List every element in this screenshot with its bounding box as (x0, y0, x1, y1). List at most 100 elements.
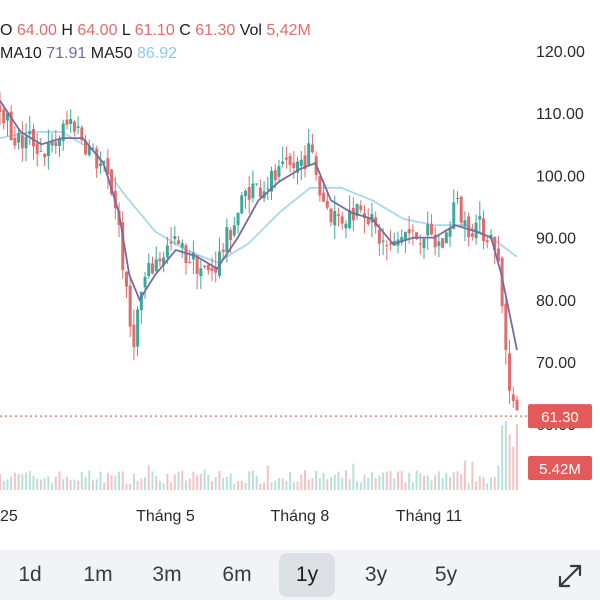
candle-body (270, 170, 274, 192)
volume-bar (493, 476, 496, 490)
candle-body (154, 259, 158, 271)
volume-bar (84, 476, 87, 490)
range-3y-button[interactable]: 3y (364, 563, 388, 586)
candle-body (0, 105, 2, 112)
x-tick-label: Tháng 11 (396, 508, 463, 525)
candle-body (169, 241, 173, 244)
volume-bar (21, 474, 24, 490)
volume-bar (6, 479, 9, 490)
range-5y-button[interactable]: 5y (434, 563, 458, 586)
x-tick-label: 25 (0, 508, 18, 525)
price-chart[interactable]: 120.00110.00100.0090.0080.0070.0060.0061… (0, 0, 600, 550)
candle-body (87, 146, 91, 156)
y-tick-label: 110.00 (536, 106, 584, 123)
candle-body (158, 258, 162, 262)
candle-body (106, 158, 110, 175)
candle-body (24, 136, 28, 149)
expand-icon[interactable] (556, 562, 584, 590)
candle-body (336, 214, 340, 216)
candle-body (266, 188, 270, 190)
candle-body (348, 210, 352, 229)
candle-body (102, 161, 106, 163)
volume-bar (512, 446, 515, 490)
volume-bar (196, 475, 199, 490)
candle-body (299, 159, 303, 166)
ma10-value: 71.91 (46, 45, 87, 62)
volume-bar (110, 475, 113, 490)
range-1d-button[interactable]: 1d (18, 563, 42, 586)
volume-bar (411, 482, 414, 490)
volume-bar (2, 481, 5, 490)
candle-body (232, 225, 236, 236)
candle-body (210, 267, 214, 272)
range-selector: 1d 1m 3m 6m 1y 3y 5y (0, 550, 600, 600)
candle-body (385, 245, 389, 247)
volume-bar (333, 474, 336, 490)
volume-value: 5,42M (266, 22, 311, 39)
candle-body (188, 261, 192, 264)
candle-body (9, 111, 13, 141)
volume-bar (155, 476, 158, 490)
candle-body (504, 303, 508, 350)
candle-body (61, 123, 65, 142)
volume-bar (140, 478, 143, 490)
candle-body (136, 309, 140, 347)
candle-body (28, 131, 32, 135)
volume-bar (270, 482, 273, 490)
volume-bar (471, 461, 474, 490)
range-1y-button[interactable]: 1y (279, 553, 335, 597)
candle-body (69, 118, 73, 124)
volume-bar (385, 471, 388, 490)
volume-bar (441, 478, 444, 490)
y-tick-label: 80.00 (536, 293, 576, 310)
volume-bar (408, 472, 411, 490)
candle-body (203, 265, 207, 268)
volume-bar (162, 483, 165, 490)
high-label: H (61, 22, 73, 39)
volume-bar (497, 465, 500, 490)
ma50-label: MA50 (90, 45, 133, 62)
candle-body (247, 187, 251, 200)
range-6m-button[interactable]: 6m (222, 563, 252, 586)
volume-bar (303, 470, 306, 490)
candle-body (35, 143, 39, 154)
volume-bar (359, 482, 362, 490)
candle-body (229, 230, 233, 240)
volume-bar (248, 471, 251, 490)
volume-bar (199, 473, 202, 490)
candle-body (482, 218, 486, 242)
range-1m-button[interactable]: 1m (83, 563, 113, 586)
volume-bar (430, 480, 433, 490)
candle-body (429, 223, 433, 235)
candle-body (508, 353, 512, 391)
candle-body (173, 236, 177, 240)
volume-bar (229, 473, 232, 490)
high-value: 64.00 (77, 22, 118, 39)
y-tick-label: 90.00 (536, 231, 576, 248)
volume-bar (121, 471, 124, 490)
volume-bar (341, 477, 344, 490)
candle-body (448, 228, 452, 237)
candle-body (318, 176, 322, 196)
volume-bar (95, 479, 98, 490)
volume-bar (486, 483, 489, 490)
volume-bar (434, 475, 437, 490)
close-label: C (179, 22, 191, 39)
candle-body (128, 285, 132, 327)
volume-bar (393, 478, 396, 490)
volume-label: Vol (239, 22, 262, 39)
range-3m-button[interactable]: 3m (152, 563, 182, 586)
volume-bar (337, 471, 340, 490)
candle-body (273, 170, 277, 181)
candle-body (470, 233, 474, 237)
volume-bar (207, 475, 210, 490)
volume-bar (426, 475, 429, 490)
volume-bar (322, 472, 325, 490)
volume-bar (281, 478, 284, 490)
candle-body (344, 223, 348, 229)
candle-body (13, 137, 17, 146)
candle-body (407, 229, 411, 234)
volume-bar (348, 479, 351, 490)
volume-bar (214, 477, 217, 490)
candle-body (39, 150, 43, 152)
